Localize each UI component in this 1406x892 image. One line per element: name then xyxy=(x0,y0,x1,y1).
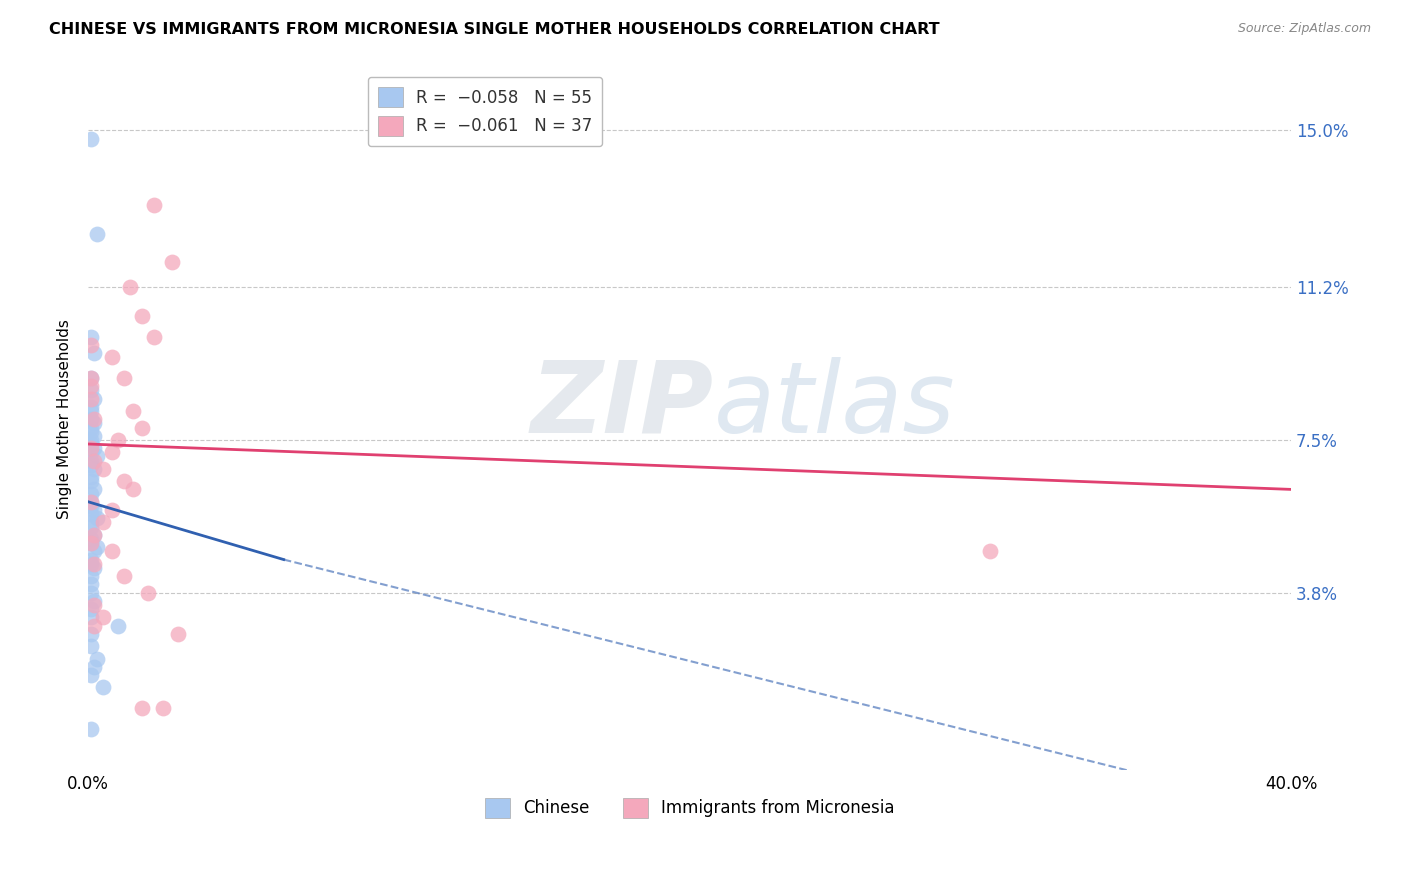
Point xyxy=(131,420,153,434)
Point xyxy=(136,585,159,599)
Point xyxy=(167,627,190,641)
Point xyxy=(80,445,103,459)
Point xyxy=(143,197,166,211)
Point xyxy=(83,594,105,608)
Point xyxy=(112,371,135,385)
Point xyxy=(80,404,103,418)
Point xyxy=(83,544,105,558)
Point xyxy=(143,330,166,344)
Point xyxy=(83,528,105,542)
Point xyxy=(101,503,124,517)
Point xyxy=(91,462,114,476)
Point xyxy=(83,441,105,455)
Point xyxy=(101,445,124,459)
Point xyxy=(83,618,105,632)
Point xyxy=(80,519,103,533)
Point xyxy=(122,404,145,418)
Point xyxy=(83,660,105,674)
Point xyxy=(80,470,103,484)
Text: atlas: atlas xyxy=(714,357,955,454)
Point xyxy=(112,474,135,488)
Point xyxy=(80,458,103,472)
Point xyxy=(80,577,103,591)
Point xyxy=(80,639,103,653)
Point xyxy=(80,516,103,530)
Text: ZIP: ZIP xyxy=(530,357,714,454)
Point xyxy=(80,330,103,344)
Point xyxy=(80,668,103,682)
Point xyxy=(80,557,103,571)
Point xyxy=(83,392,105,406)
Point xyxy=(80,437,103,451)
Point xyxy=(80,499,103,513)
Point xyxy=(101,544,124,558)
Point xyxy=(80,495,103,509)
Text: Source: ZipAtlas.com: Source: ZipAtlas.com xyxy=(1237,22,1371,36)
Point xyxy=(80,420,103,434)
Point xyxy=(80,610,103,624)
Point xyxy=(80,384,103,398)
Point xyxy=(83,412,105,426)
Point xyxy=(86,227,108,241)
Point xyxy=(107,618,129,632)
Point xyxy=(86,511,108,525)
Point xyxy=(80,392,103,406)
Point xyxy=(152,701,174,715)
Point xyxy=(83,453,105,467)
Point xyxy=(83,462,105,476)
Point xyxy=(80,425,103,439)
Point xyxy=(80,495,103,509)
Point xyxy=(131,309,153,323)
Point xyxy=(80,453,103,467)
Point xyxy=(80,536,103,550)
Point xyxy=(83,598,105,612)
Point xyxy=(80,441,103,455)
Point xyxy=(979,544,1001,558)
Point xyxy=(83,483,105,497)
Point xyxy=(91,516,114,530)
Point xyxy=(80,338,103,352)
Point xyxy=(83,346,105,360)
Point xyxy=(80,371,103,385)
Point xyxy=(86,540,108,554)
Point xyxy=(162,255,184,269)
Point xyxy=(80,532,103,546)
Point xyxy=(91,610,114,624)
Point xyxy=(80,131,103,145)
Point xyxy=(80,412,103,426)
Point xyxy=(80,379,103,393)
Point xyxy=(91,681,114,695)
Point xyxy=(120,280,142,294)
Point xyxy=(86,651,108,665)
Point xyxy=(80,400,103,414)
Point xyxy=(80,486,103,500)
Point xyxy=(80,627,103,641)
Point xyxy=(83,557,105,571)
Point xyxy=(83,503,105,517)
Point xyxy=(122,483,145,497)
Text: CHINESE VS IMMIGRANTS FROM MICRONESIA SINGLE MOTHER HOUSEHOLDS CORRELATION CHART: CHINESE VS IMMIGRANTS FROM MICRONESIA SI… xyxy=(49,22,939,37)
Point xyxy=(80,536,103,550)
Point xyxy=(80,371,103,385)
Point xyxy=(80,552,103,566)
Point xyxy=(80,474,103,488)
Point xyxy=(107,433,129,447)
Point xyxy=(86,450,108,464)
Legend: Chinese, Immigrants from Micronesia: Chinese, Immigrants from Micronesia xyxy=(478,791,901,825)
Point xyxy=(80,569,103,583)
Point xyxy=(80,433,103,447)
Point xyxy=(83,561,105,575)
Point xyxy=(83,528,105,542)
Point xyxy=(83,429,105,443)
Point xyxy=(80,585,103,599)
Point xyxy=(101,351,124,365)
Point xyxy=(83,417,105,431)
Y-axis label: Single Mother Households: Single Mother Households xyxy=(58,319,72,519)
Point xyxy=(80,722,103,736)
Point xyxy=(80,507,103,521)
Point xyxy=(112,569,135,583)
Point xyxy=(131,701,153,715)
Point xyxy=(80,602,103,616)
